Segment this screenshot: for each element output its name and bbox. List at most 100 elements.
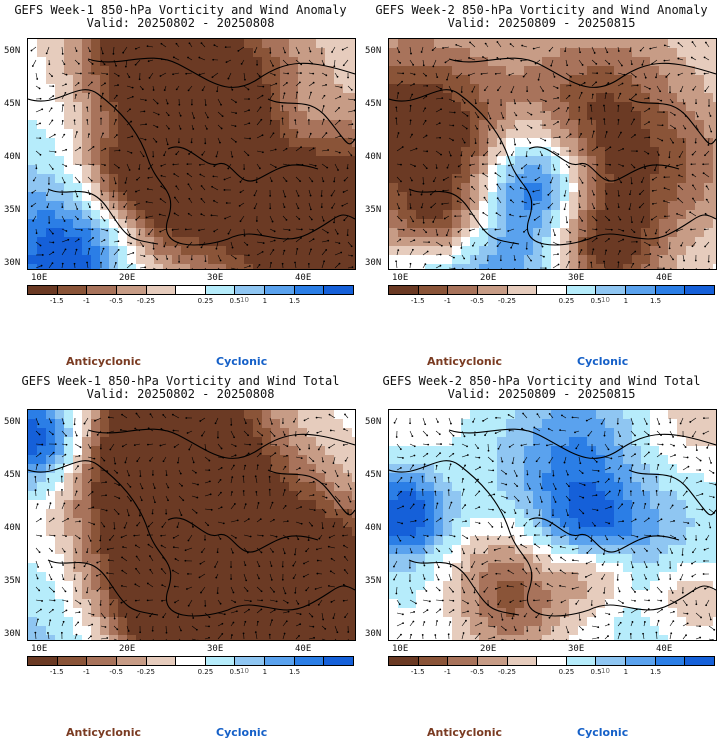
colorbar-label: 1.5 <box>288 668 301 676</box>
colorbar-swatch <box>566 286 597 294</box>
colorbar-swatch <box>626 286 656 294</box>
colorbar-label: -0.25 <box>136 297 155 305</box>
colorbar-swatch <box>477 657 508 665</box>
colorbar-swatch <box>596 286 627 294</box>
colorbar-label: -1 <box>82 668 90 676</box>
colorbar-label: 0.25 <box>197 297 214 305</box>
colorbar-label: -1.5 <box>49 668 64 676</box>
lat-tick-label: 50N <box>365 417 382 427</box>
lat-tick-label: 50N <box>4 417 21 427</box>
colorbar-label: 0.25 <box>558 668 575 676</box>
vorticity-map <box>388 38 717 270</box>
anticyclonic-label: Anticyclonic <box>427 355 503 368</box>
colorbar-swatch <box>477 286 508 294</box>
lat-tick-label: 40N <box>4 152 21 162</box>
colorbar-swatch <box>28 657 58 665</box>
vorticity-field <box>28 410 355 640</box>
map-panel: GEFS Week-2 850-hPa Vorticity and Wind T… <box>361 371 722 742</box>
colorbar-swatch <box>205 657 236 665</box>
lon-tick-label: 20E <box>119 644 136 654</box>
lon-tick-label: 20E <box>480 644 497 654</box>
lat-tick-label: 35N <box>365 576 382 586</box>
anticyclonic-label: Anticyclonic <box>427 726 503 739</box>
panel-title: GEFS Week-1 850-hPa Vorticity and Wind T… <box>21 374 340 388</box>
map-panel: GEFS Week-2 850-hPa Vorticity and Wind A… <box>361 0 722 371</box>
colorbar-swatch <box>176 657 206 665</box>
lon-tick-label: 10E <box>392 273 409 283</box>
colorbar-label: 0.25 <box>558 297 575 305</box>
vorticity-map <box>388 409 717 641</box>
lon-tick-label: 40E <box>656 644 673 654</box>
colorbar-swatch <box>294 286 325 294</box>
colorbar-swatch <box>507 657 538 665</box>
colorbar-swatch <box>28 286 58 294</box>
colorbar-swatch <box>448 657 478 665</box>
lat-tick-label: 40N <box>365 523 382 533</box>
colorbar-swatch <box>655 657 686 665</box>
colorbar-swatch <box>265 657 295 665</box>
vorticity-map <box>27 38 356 270</box>
colorbar-swatch <box>537 286 567 294</box>
colorbar-label: 1 <box>623 297 629 305</box>
colorbar-scale-note: 10 <box>240 296 249 304</box>
colorbar-swatch <box>418 286 449 294</box>
colorbar-label: 0.5 <box>229 297 241 305</box>
lat-tick-label: 30N <box>365 629 382 639</box>
colorbar-swatch <box>146 657 177 665</box>
panel-valid-dates: Valid: 20250809 - 20250815 <box>447 16 636 30</box>
colorbar-swatch <box>685 286 715 294</box>
colorbar-label: -0.5 <box>109 668 124 676</box>
colorbar-swatch <box>205 286 236 294</box>
lon-tick-label: 20E <box>119 273 136 283</box>
panel-valid-dates: Valid: 20250809 - 20250815 <box>447 387 636 401</box>
colorbar-swatch <box>389 657 419 665</box>
colorbar-scale-note: 10 <box>601 296 610 304</box>
colorbar-swatch <box>324 657 354 665</box>
lat-tick-label: 40N <box>4 523 21 533</box>
colorbar <box>27 656 354 666</box>
colorbar <box>388 656 715 666</box>
colorbar-label: -1 <box>443 297 451 305</box>
colorbar-label: -1.5 <box>410 297 425 305</box>
lat-tick-label: 30N <box>4 258 21 268</box>
cyclonic-label: Cyclonic <box>216 726 268 739</box>
colorbar-label: -0.25 <box>497 297 516 305</box>
colorbar-scale-note: 10 <box>240 667 249 675</box>
colorbar-swatch <box>655 286 686 294</box>
colorbar-swatch <box>596 657 627 665</box>
lat-tick-label: 30N <box>4 629 21 639</box>
colorbar-label: -0.25 <box>497 668 516 676</box>
map-panel: GEFS Week-1 850-hPa Vorticity and Wind T… <box>0 371 361 742</box>
lat-tick-label: 35N <box>365 205 382 215</box>
colorbar-swatch <box>87 286 117 294</box>
colorbar-label: 0.5 <box>229 668 241 676</box>
colorbar-swatch <box>507 286 538 294</box>
panel-title: GEFS Week-2 850-hPa Vorticity and Wind A… <box>375 3 708 17</box>
colorbar-swatch <box>146 286 177 294</box>
lat-tick-label: 45N <box>4 99 21 109</box>
colorbar-label: -1 <box>82 297 90 305</box>
colorbar-label: -1.5 <box>410 668 425 676</box>
lon-tick-label: 30E <box>568 644 585 654</box>
lon-tick-label: 20E <box>480 273 497 283</box>
cyclonic-label: Cyclonic <box>577 726 629 739</box>
lat-tick-label: 45N <box>365 99 382 109</box>
panel-title: GEFS Week-2 850-hPa Vorticity and Wind T… <box>382 374 701 388</box>
lat-tick-label: 30N <box>365 258 382 268</box>
vorticity-field <box>389 410 716 640</box>
lon-tick-label: 40E <box>295 644 312 654</box>
colorbar-swatch <box>87 657 117 665</box>
colorbar-swatch <box>685 657 715 665</box>
panel-valid-dates: Valid: 20250802 - 20250808 <box>86 387 275 401</box>
colorbar-label: -1.5 <box>49 297 64 305</box>
lat-tick-label: 50N <box>4 46 21 56</box>
colorbar-swatch <box>537 657 567 665</box>
vorticity-map <box>27 409 356 641</box>
cyclonic-label: Cyclonic <box>216 355 268 368</box>
lat-tick-label: 35N <box>4 576 21 586</box>
lon-tick-label: 30E <box>568 273 585 283</box>
lat-tick-label: 45N <box>4 470 21 480</box>
colorbar-label: -1 <box>443 668 451 676</box>
colorbar-scale-note: 10 <box>601 667 610 675</box>
colorbar-label: -0.25 <box>136 668 155 676</box>
